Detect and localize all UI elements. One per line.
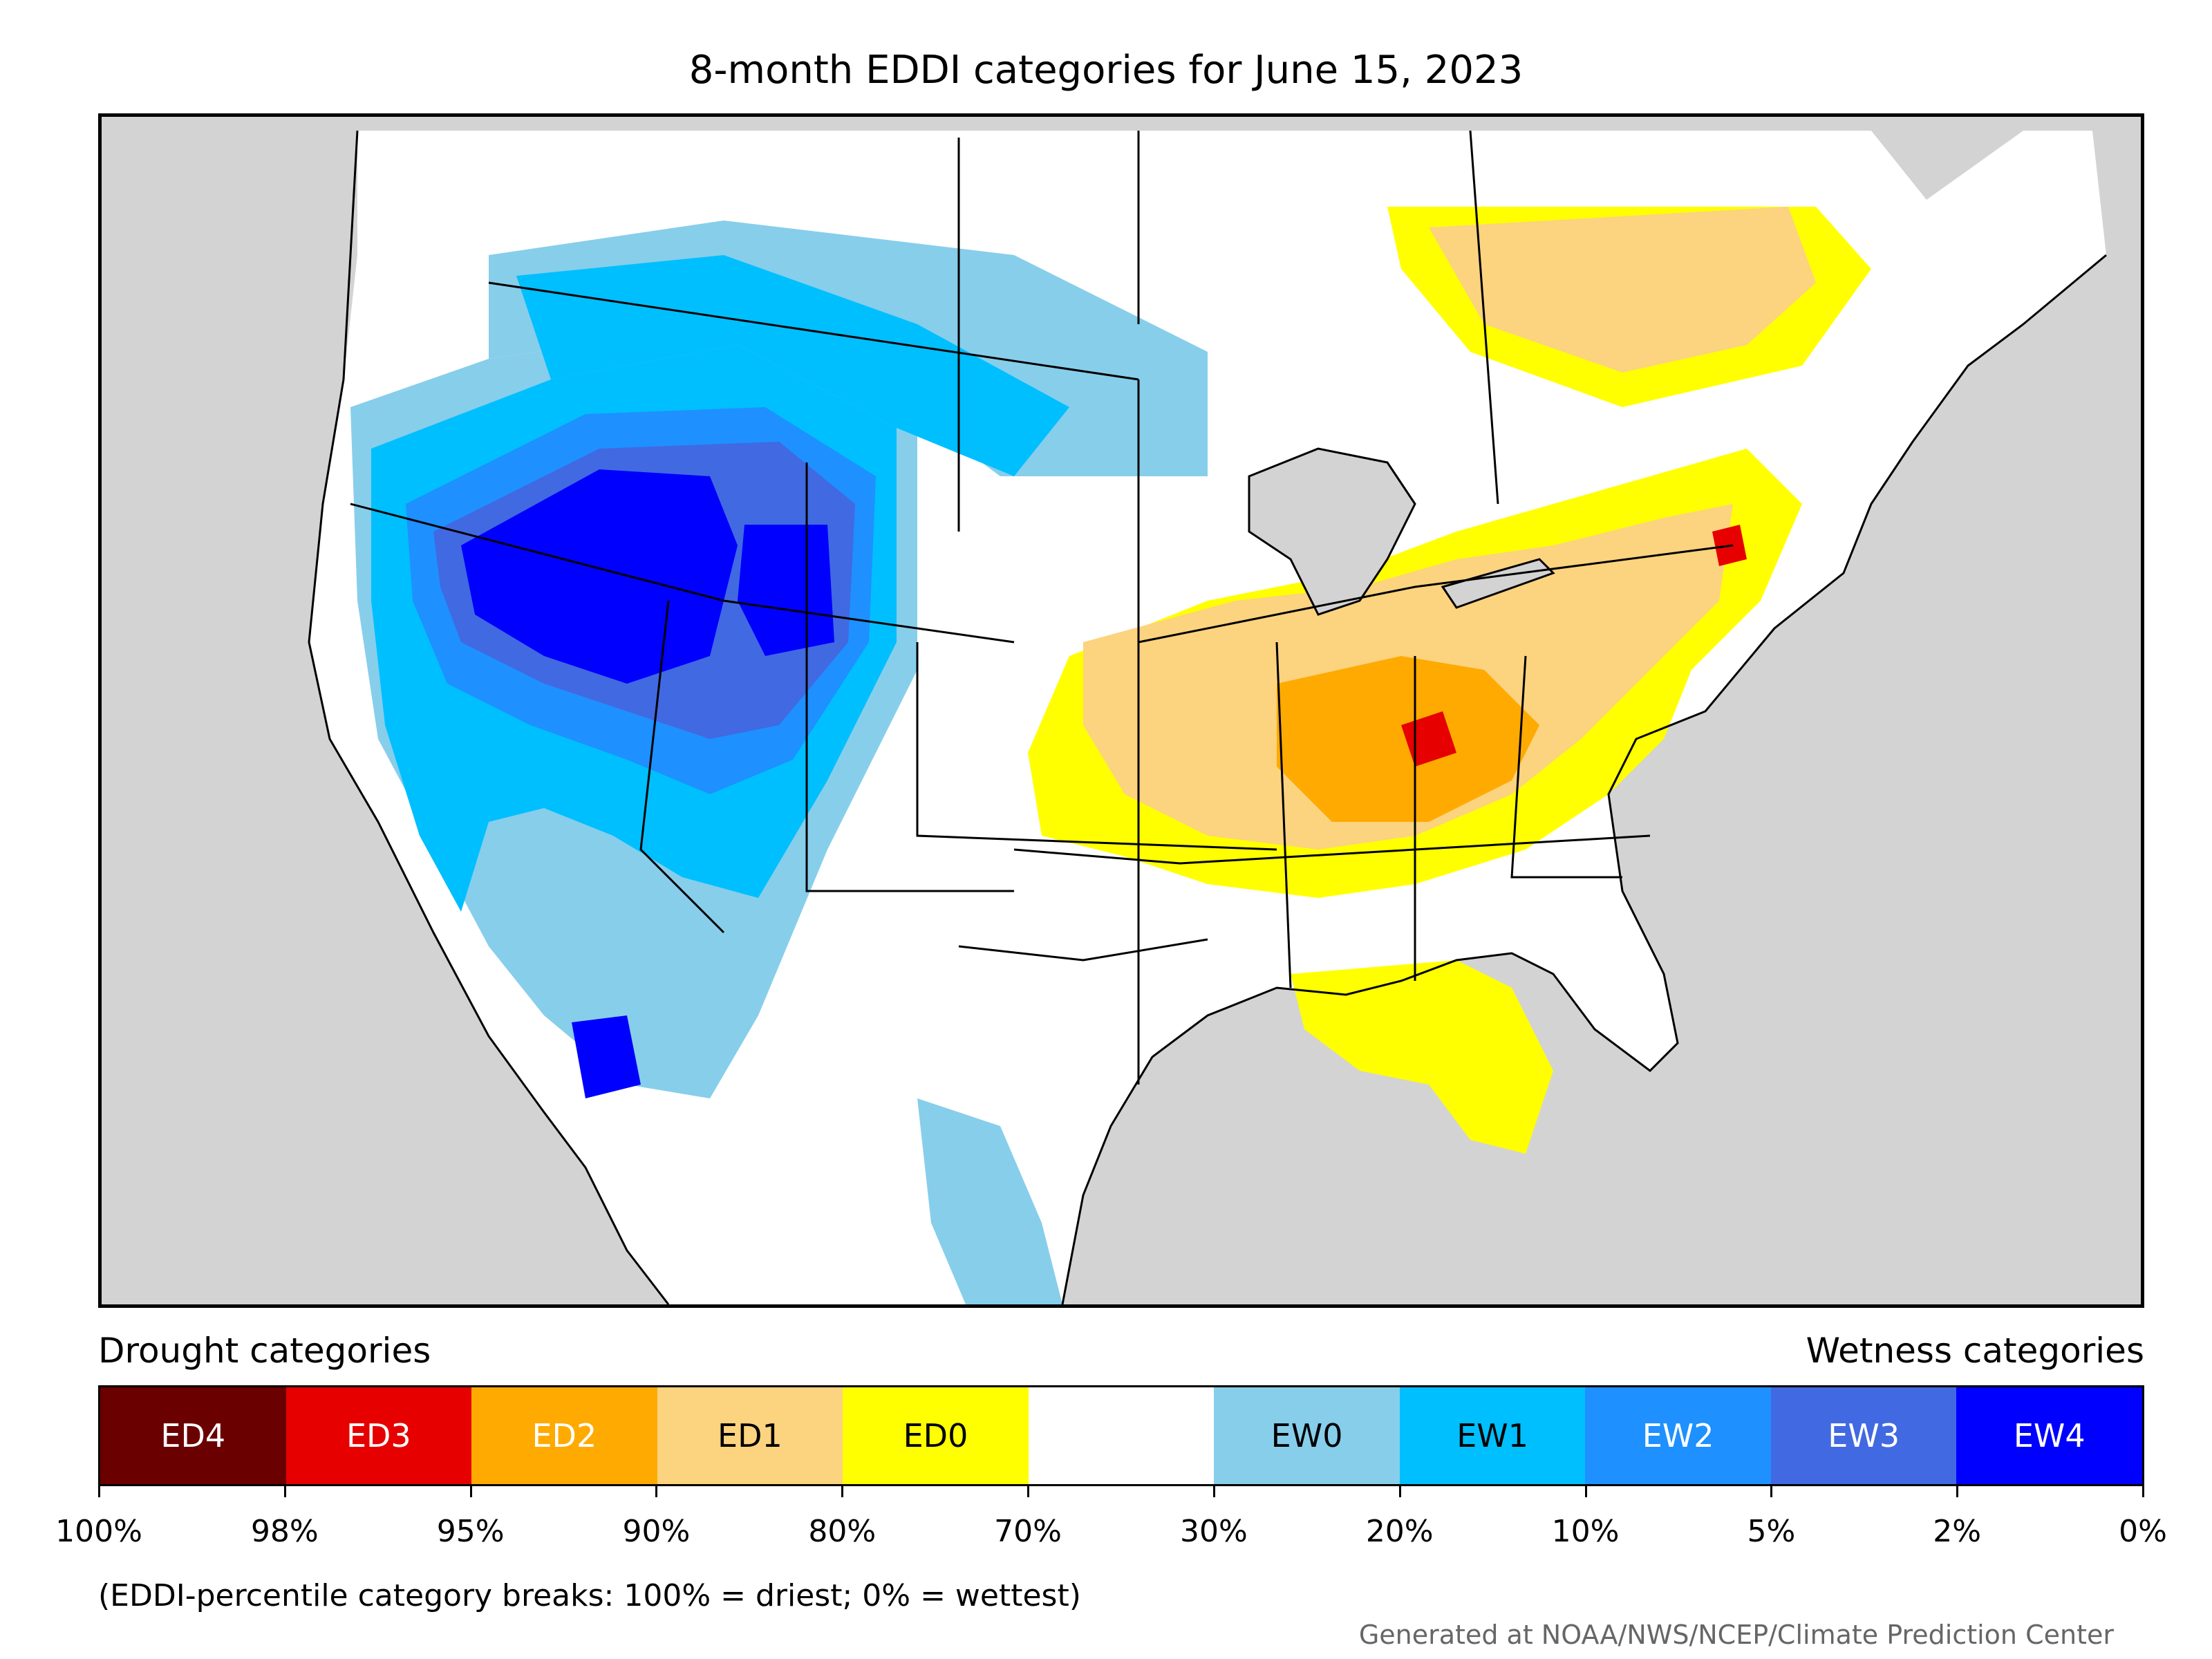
great-lakes [1248,447,1416,616]
colorbar-tick [1398,1486,1401,1497]
colorbar-tick-label: 20% [1365,1514,1434,1549]
colorbar-tick-label: 95% [436,1514,505,1549]
colorbar-tick [283,1486,286,1497]
colorbar-cell-neutral [1028,1387,1215,1484]
colorbar-cell-ew2: EW2 [1585,1387,1771,1484]
colorbar-tick [1770,1486,1773,1497]
colorbar-cell-ed0: ED0 [843,1387,1029,1484]
colorbar-tick [469,1486,472,1497]
drought-categories-heading: Drought categories [98,1331,431,1371]
colorbar-tick [1212,1486,1215,1497]
colorbar-tick-label: 98% [250,1514,319,1549]
category-colorbar: ED4 ED3 ED2 ED1 ED0 EW0 EW1 EW2 EW3 EW4 [98,1385,2144,1486]
colorbar-tick [1027,1486,1030,1497]
ew0-texas [917,1098,1062,1304]
map-canvas [308,130,2107,1304]
colorbar-tick [98,1486,100,1497]
colorbar-tick-label: 5% [1747,1514,1796,1549]
colorbar-tick [1956,1486,1959,1497]
map-title: 8-month EDDI categories for June 15, 202… [688,48,1524,93]
colorbar-tick-label: 100% [55,1514,142,1549]
colorbar-tick [1584,1486,1587,1497]
colorbar-tick-label: 30% [1180,1514,1248,1549]
ew4-arizona [572,1015,641,1098]
colorbar-tick-label: 2% [1933,1514,1982,1549]
colorbar-cell-ew4: EW4 [1956,1387,2143,1484]
colorbar-tick [841,1486,844,1497]
colorbar-cell-ed1: ED1 [657,1387,843,1484]
colorbar-cell-ed3: ED3 [285,1387,472,1484]
category-breaks-note: (EDDI-percentile category breaks: 100% =… [98,1578,1081,1613]
colorbar-tick [2142,1486,2144,1497]
colorbar-tick-label: 90% [622,1514,691,1549]
boundaries [350,130,1734,1085]
colorbar-tick-label: 0% [2119,1514,2167,1549]
eddi-map [98,113,2144,1308]
coastline [308,130,2107,1304]
colorbar-tick-label: 70% [994,1514,1062,1549]
ew1-north [516,255,1069,476]
ew4-wyoming [738,525,834,656]
colorbar-tick-label: 80% [808,1514,877,1549]
colorbar-cell-ed4: ED4 [100,1387,286,1484]
colorbar-cell-ew0: EW0 [1214,1387,1400,1484]
wetness-categories-heading: Wetness categories [1806,1331,2144,1371]
ew4-great-basin [461,469,738,684]
colorbar-tick-label: 10% [1551,1514,1620,1549]
colorbar-tick [655,1486,658,1497]
ed1-canada-east [1429,207,1816,373]
colorbar-cell-ed2: ED2 [471,1387,657,1484]
ed0-southeast [1291,960,1553,1154]
lake-erie [1441,558,1555,609]
credit-line: Generated at NOAA/NWS/NCEP/Climate Predi… [1358,1620,2114,1650]
colorbar-cell-ew3: EW3 [1770,1387,1957,1484]
colorbar-cell-ew1: EW1 [1399,1387,1586,1484]
